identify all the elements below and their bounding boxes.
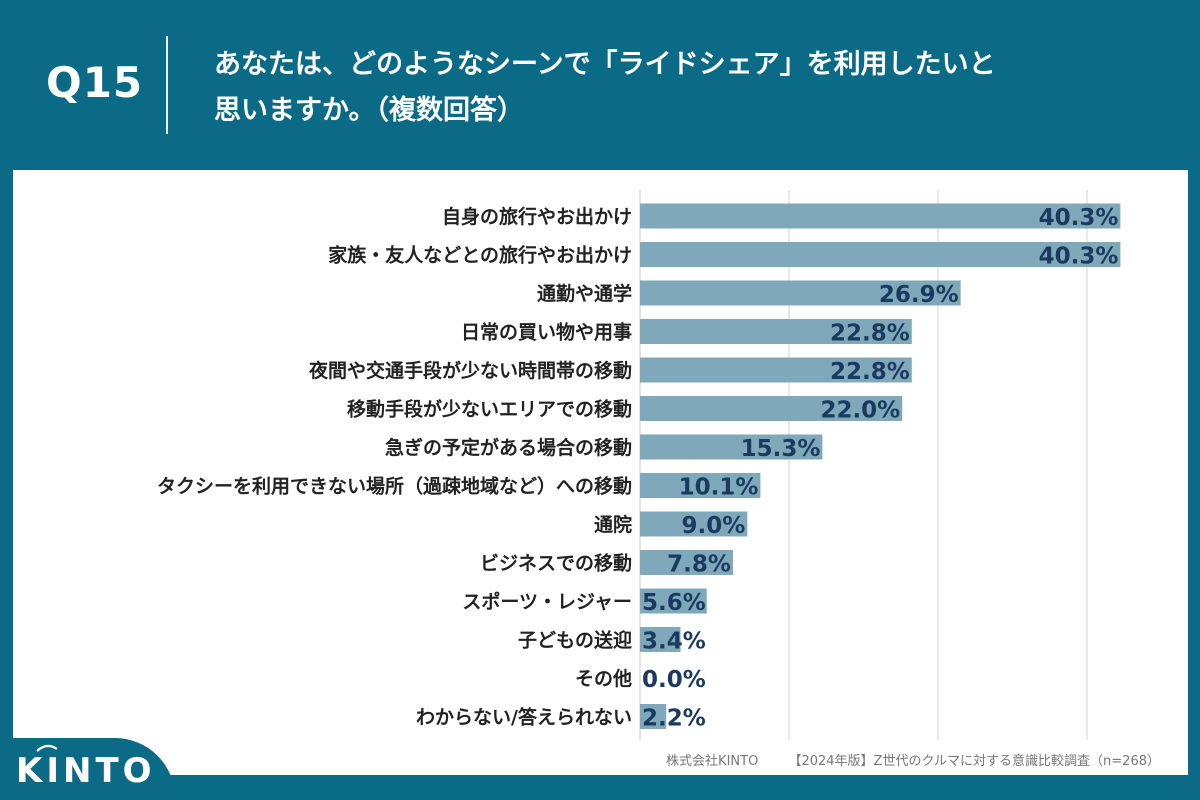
bar — [640, 511, 748, 537]
kinto-logo: KINTO — [16, 751, 156, 791]
value-label: 26.9% — [879, 282, 959, 308]
header-divider — [166, 36, 168, 134]
bar — [640, 280, 961, 306]
category-label: 通院 — [594, 513, 632, 536]
category-label: ビジネスでの移動 — [480, 552, 632, 575]
question-title-line2: 思いますか。（複数回答） — [214, 95, 524, 126]
category-label: スポーツ・レジャー — [462, 590, 632, 613]
value-label: 9.0% — [681, 513, 745, 539]
category-label: 夜間や交通手段が少ない時間帯の移動 — [308, 359, 632, 382]
category-label: 家族・友人などとの旅行やお出かけ — [328, 244, 632, 267]
survey-name: 【2024年版】Z世代のクルマに対する意識比較調査（n=268） — [788, 754, 1160, 769]
value-label: 22.8% — [830, 359, 910, 385]
category-label: 通勤や通学 — [537, 282, 632, 305]
bar — [640, 357, 912, 383]
category-label: 自身の旅行やお出かけ — [442, 205, 632, 228]
question-title-line1: あなたは、どのようなシーンで「ライドシェア」を利用したいと — [214, 49, 996, 80]
bar — [640, 627, 681, 652]
category-label: その他 — [575, 667, 632, 690]
bar-chart: 自身の旅行やお出かけ 40.3% 家族・友人などとの旅行やお出かけ 40.3% 通勤や通… — [157, 190, 1121, 740]
bar — [640, 396, 903, 421]
value-label: 40.3% — [1039, 205, 1119, 231]
category-label: 移動手段が少ないエリアでの移動 — [347, 398, 632, 421]
company-name: 株式会社KINTO — [666, 754, 759, 769]
value-label: 15.3% — [741, 436, 821, 462]
bar — [640, 203, 1121, 229]
value-label: 22.0% — [820, 398, 900, 424]
bar — [640, 704, 667, 729]
value-label: 22.8% — [830, 321, 910, 347]
source-note: 株式会社KINTO 【2024年版】Z世代のクルマに対する意識比較調査（n=26… — [640, 750, 1160, 769]
chart-panel: 自身の旅行やお出かけ 40.3% 家族・友人などとの旅行やお出かけ 40.3% 通勤や通… — [13, 170, 1188, 775]
value-label: 10.1% — [679, 475, 759, 501]
category-label: 急ぎの予定がある場合の移動 — [385, 436, 632, 459]
header: Q15 あなたは、どのようなシーンで「ライドシェア」を利用したいと 思いますか。… — [0, 0, 1200, 170]
bar — [640, 473, 761, 498]
bar — [640, 319, 912, 344]
bar — [640, 588, 707, 614]
question-title: あなたは、どのようなシーンで「ライドシェア」を利用したいと 思いますか。（複数回… — [214, 42, 1154, 134]
question-number: Q15 — [46, 58, 144, 107]
category-label: 日常の買い物や用事 — [461, 321, 632, 344]
bar — [640, 242, 1121, 267]
value-label: 2.2% — [642, 706, 706, 732]
logo-tab — [0, 738, 175, 800]
category-label: 子どもの送迎 — [518, 629, 632, 652]
category-label: わからない/答えられない — [416, 706, 632, 729]
value-label: 0.0% — [642, 667, 706, 693]
value-label: 40.3% — [1039, 244, 1119, 270]
value-label: 5.6% — [642, 590, 706, 616]
bar — [640, 434, 823, 460]
logo-swoosh-icon — [36, 744, 58, 752]
value-label: 7.8% — [667, 552, 731, 578]
bar — [640, 550, 733, 575]
category-label: タクシーを利用できない場所（過疎地域など）への移動 — [157, 475, 632, 498]
value-label: 3.4% — [642, 629, 706, 655]
